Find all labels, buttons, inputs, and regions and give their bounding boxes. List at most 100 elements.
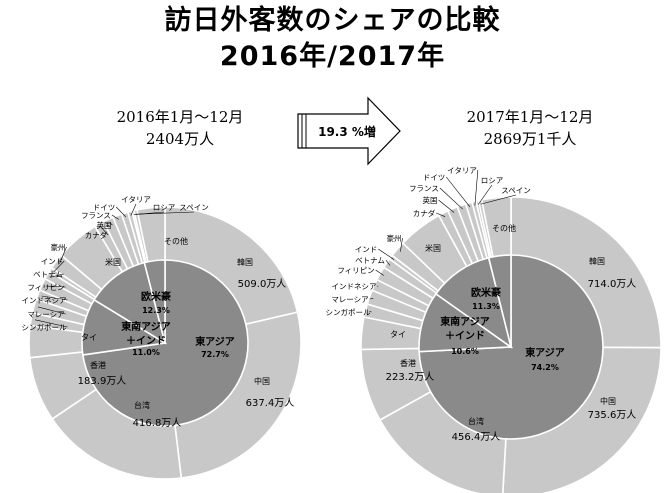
- slice-label-4: 香港: [90, 360, 106, 370]
- leader-line-14: [100, 227, 109, 236]
- leader-line-20: [480, 194, 517, 205]
- slice-label-18: イタリア: [121, 195, 151, 204]
- inner-label-0: 東アジア: [525, 346, 565, 359]
- slice-label-10: ベトナム: [355, 256, 385, 265]
- leader-line-17: [116, 206, 127, 218]
- slice-label-6: シンガポール: [22, 322, 67, 332]
- leader-line-11: [53, 260, 65, 273]
- chart-title-line1: 訪日外客数のシェアの比較: [164, 5, 501, 36]
- inner-label-2: 欧米豪: [471, 286, 501, 299]
- leader-line-12: [400, 237, 403, 252]
- slice-label-6: シンガポール: [326, 307, 371, 317]
- total-label-2016: 2404万人: [145, 130, 215, 148]
- slice-label-11: インド: [355, 245, 378, 254]
- leader-line-19: [477, 184, 493, 205]
- leader-line-6: [34, 319, 68, 328]
- slice-label-7: マレーシア: [27, 310, 64, 319]
- inner-value-2: 11.3%: [472, 302, 500, 311]
- growth-arrow: 19.3 %増: [297, 96, 401, 166]
- slice-value-1: 509.0万人: [238, 278, 287, 290]
- leader-line-10: [385, 259, 391, 266]
- leader-line-12: [59, 246, 67, 264]
- leader-line-7: [37, 306, 66, 315]
- inner-slice-2: [92, 261, 167, 345]
- inner-label-1-b: ＋インド: [126, 335, 166, 347]
- slice-label-3: 台湾: [134, 400, 150, 410]
- slice-label-4: 香港: [400, 358, 416, 368]
- leader-line-18: [130, 203, 137, 216]
- leader-line-8: [41, 295, 68, 301]
- slice-label-1: 韓国: [589, 256, 605, 266]
- inner-value-1: 10.6%: [451, 347, 479, 356]
- slice-value-4: 223.2万人: [386, 371, 435, 383]
- slice-label-12: 豪州: [387, 233, 402, 243]
- slice-label-5: タイ: [81, 333, 97, 342]
- slice-value-4: 183.9万人: [78, 375, 127, 387]
- period-label-2017: 2017年1月～12月: [466, 108, 594, 126]
- inner-slice-2: [434, 256, 513, 349]
- slice-label-19: ロシア: [153, 203, 176, 212]
- slice-label-12: 豪州: [51, 242, 66, 252]
- inner-label-1-a: 東南アジア: [121, 320, 171, 333]
- slice-label-5: タイ: [390, 330, 406, 339]
- leader-line-16: [111, 214, 119, 220]
- arrow-shape: [297, 96, 401, 166]
- slice-value-3: 416.8万人: [133, 417, 182, 429]
- slice-value-1: 714.0万人: [588, 278, 637, 290]
- leader-line-18: [474, 169, 479, 206]
- slice-label-15: 英国: [97, 220, 112, 230]
- inner-label-2: 欧米豪: [141, 290, 171, 303]
- slice-value-3: 456.4万人: [452, 431, 501, 443]
- slice-label-18: イタリア: [447, 166, 477, 175]
- inner-value-0: 74.2%: [531, 363, 559, 372]
- slice-label-1: 韓国: [237, 257, 253, 267]
- inner-slice-3: [487, 254, 512, 348]
- leader-line-15: [109, 222, 113, 226]
- leader-line-16: [439, 187, 464, 210]
- slice-label-7: マレーシア: [331, 295, 368, 304]
- leader-line-15: [438, 199, 455, 213]
- inner-label-1-a: 東南アジア: [440, 315, 490, 328]
- slice-label-17: ドイツ: [93, 203, 116, 212]
- period-label-2016: 2016年1月～12月: [116, 108, 244, 126]
- inner-value-1: 11.0%: [132, 348, 160, 357]
- slice-label-16: フランス: [81, 211, 111, 220]
- slice-label-20: スペイン: [179, 203, 208, 212]
- leader-line-8: [377, 285, 379, 287]
- slice-label-9: フィリピン: [337, 266, 374, 275]
- growth-label: 19.3 %増: [318, 124, 376, 139]
- slice-label-10: ベトナム: [33, 270, 63, 279]
- slice-label-15: 英国: [423, 195, 438, 205]
- leader-line-20: [136, 211, 195, 215]
- leader-line-9: [375, 269, 384, 276]
- leader-line-10: [50, 273, 64, 278]
- slice-value-2: 637.4万人: [246, 397, 295, 409]
- inner-slice-3: [143, 259, 166, 344]
- slice-label-8: インドネシア: [332, 282, 377, 291]
- slice-label-21: その他: [492, 223, 516, 233]
- slice-label-14: カナダ: [413, 208, 436, 218]
- inner-label-0: 東アジア: [195, 335, 235, 348]
- slice-label-11: インド: [41, 257, 64, 266]
- leader-line-6: [369, 311, 372, 313]
- leader-line-17: [446, 176, 471, 208]
- leader-line-14: [436, 212, 446, 217]
- slice-label-13: 米国: [105, 257, 121, 267]
- slice-label-8: インドネシア: [22, 296, 67, 305]
- slice-label-17: ドイツ: [423, 173, 446, 182]
- slice-label-21: その他: [164, 236, 188, 246]
- inner-label-1-b: ＋インド: [445, 330, 485, 342]
- inner-value-0: 72.7%: [201, 350, 229, 359]
- total-label-2017: 2869万1千人: [483, 130, 577, 148]
- leader-line-9: [45, 285, 66, 288]
- slice-label-13: 米国: [425, 243, 441, 253]
- slice-label-14: カナダ: [85, 230, 108, 240]
- leader-line-7: [369, 298, 374, 300]
- chart-title-line2: 2016年/2017年: [219, 41, 446, 72]
- slice-label-19: ロシア: [481, 176, 504, 185]
- leader-line-11: [378, 248, 395, 260]
- slice-value-2: 735.6万人: [588, 409, 637, 421]
